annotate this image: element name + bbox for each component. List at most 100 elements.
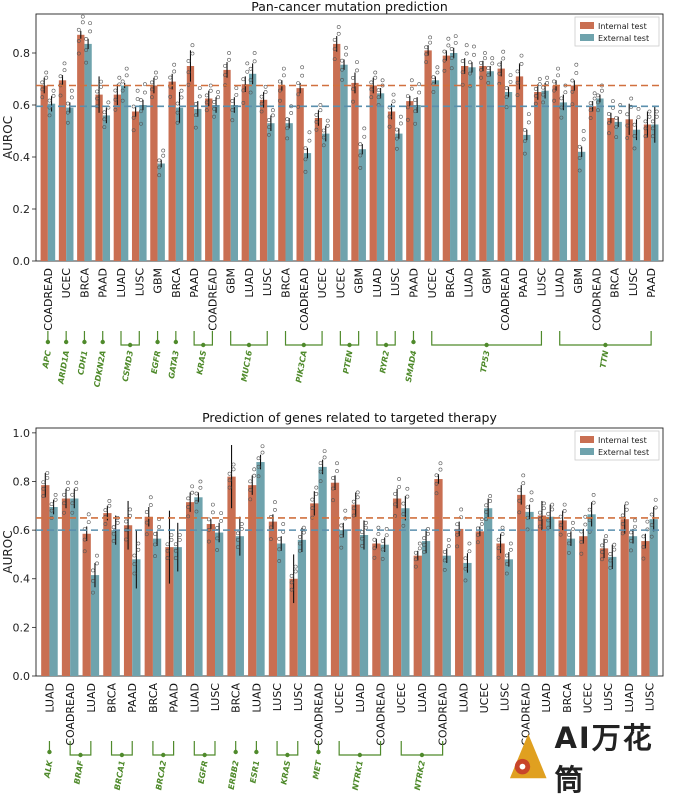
sample-point	[521, 481, 526, 486]
gene-label-ntrk1: NTRK1	[351, 760, 365, 791]
external-bar-gbm	[486, 71, 494, 261]
sample-point	[102, 117, 107, 122]
sample-point	[120, 79, 125, 84]
sample-point	[579, 540, 584, 544]
gene-connector-dot	[347, 342, 352, 348]
sample-point	[318, 103, 323, 107]
gene-label-kras: KRAS	[195, 350, 208, 376]
sample-point	[559, 96, 564, 101]
sample-point	[463, 556, 468, 561]
external-bar-brca	[111, 530, 120, 676]
sample-point	[431, 75, 436, 80]
sample-point	[120, 98, 125, 103]
sample-point	[66, 487, 70, 491]
sample-point	[446, 544, 451, 549]
sample-point	[504, 562, 509, 566]
sample-point	[472, 52, 476, 57]
sample-point	[570, 89, 575, 94]
sample-point	[625, 112, 630, 117]
external-bar-lusc	[649, 519, 658, 676]
sample-point	[190, 43, 195, 48]
external-bar-luad	[546, 516, 555, 676]
sample-point	[351, 506, 356, 511]
sample-point	[293, 569, 298, 574]
sample-point	[263, 84, 268, 89]
sample-point	[248, 479, 253, 484]
sample-point	[235, 545, 240, 550]
sample-point	[321, 143, 326, 148]
gene-connector-dot	[254, 749, 259, 755]
sample-point	[483, 51, 487, 55]
sample-point	[369, 87, 374, 92]
external-bar-luad	[121, 85, 129, 261]
sample-point	[391, 92, 396, 97]
x-tick-label: LUAD	[354, 683, 367, 713]
sample-point	[252, 473, 257, 478]
sample-point	[654, 114, 659, 119]
x-tick-label: COADREAD	[590, 268, 603, 331]
y-tick-label: 0.8	[13, 47, 31, 60]
sample-point	[150, 87, 154, 92]
sample-point	[47, 98, 52, 103]
gene-label-csmd3: CSMD3	[121, 349, 135, 382]
x-tick-label: LUSC	[209, 683, 222, 712]
internal-bar-luad	[455, 528, 464, 676]
legend-swatch	[580, 22, 594, 29]
sample-point	[340, 58, 344, 63]
external-bar-lusc	[214, 532, 224, 676]
sample-point	[567, 550, 571, 555]
legend-swatch	[580, 34, 594, 41]
sample-point	[344, 52, 348, 57]
sample-point	[252, 51, 257, 55]
sample-point	[552, 98, 556, 103]
sample-point	[215, 536, 220, 541]
external-bar-coadread	[303, 153, 312, 261]
sample-point	[351, 76, 355, 80]
x-tick-label: BRCA	[609, 268, 622, 298]
internal-bar-ucec	[58, 80, 67, 261]
sample-point	[318, 479, 323, 484]
sample-point	[58, 93, 63, 98]
external-bar-brca	[235, 536, 244, 676]
sample-point	[65, 110, 70, 115]
sample-point	[277, 98, 282, 103]
sample-point	[40, 80, 45, 85]
sample-point	[600, 543, 604, 548]
x-tick-label: COADREAD	[312, 683, 325, 746]
sample-point	[84, 37, 88, 41]
sample-point	[70, 492, 75, 497]
sample-point	[529, 490, 534, 495]
internal-bar-luad	[241, 84, 249, 261]
sample-point	[413, 98, 418, 102]
x-tick-label: UCEC	[333, 683, 346, 714]
external-bar-paad	[194, 108, 202, 262]
gene-connector-dot	[484, 342, 489, 348]
sample-point	[285, 136, 290, 141]
sample-point	[546, 511, 551, 516]
sample-point	[620, 531, 625, 536]
sample-point	[66, 480, 70, 485]
sample-point	[517, 488, 522, 493]
sample-point	[269, 537, 273, 542]
sample-point	[387, 114, 392, 119]
external-bar-gbm	[358, 149, 366, 261]
sample-point	[453, 40, 458, 45]
sample-point	[248, 66, 253, 71]
gene-label-brca1: BRCA1	[113, 760, 127, 791]
sample-point	[464, 51, 469, 56]
sample-point	[577, 144, 582, 149]
external-bar-lusc	[504, 559, 513, 676]
watermark-logo-icon	[509, 733, 547, 779]
sample-point	[273, 500, 277, 505]
sample-point	[198, 479, 203, 484]
sample-point	[358, 142, 363, 147]
gene-connector-dot	[603, 342, 608, 348]
sample-point	[607, 131, 611, 136]
sample-point	[508, 547, 513, 552]
sample-point	[376, 88, 381, 93]
sample-point	[562, 502, 567, 507]
x-tick-label: LUSC	[602, 683, 615, 712]
internal-bar-luad	[552, 85, 560, 261]
x-tick-label: COADREAD	[64, 683, 77, 746]
